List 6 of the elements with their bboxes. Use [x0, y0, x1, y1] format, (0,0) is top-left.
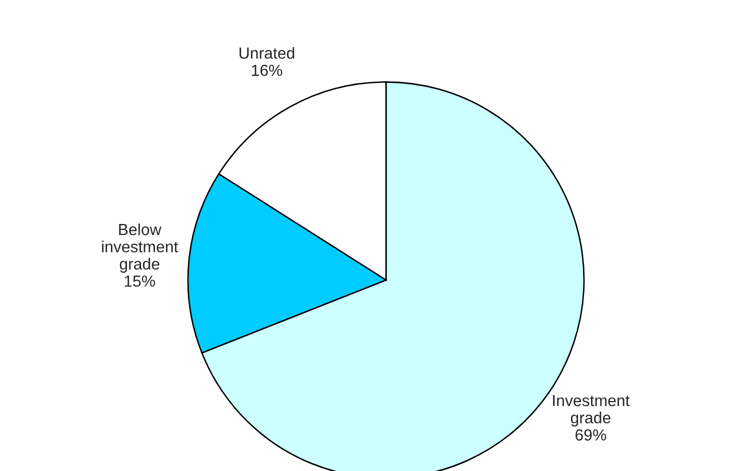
data-label: 16% [252, 64, 282, 76]
data-label: 15% [124, 276, 156, 287]
data-label: 69% [576, 429, 606, 441]
slice-label: Investment grade [553, 395, 630, 427]
slice-label: Unrated [240, 47, 294, 59]
slice-label: Below investment grade [102, 223, 178, 273]
